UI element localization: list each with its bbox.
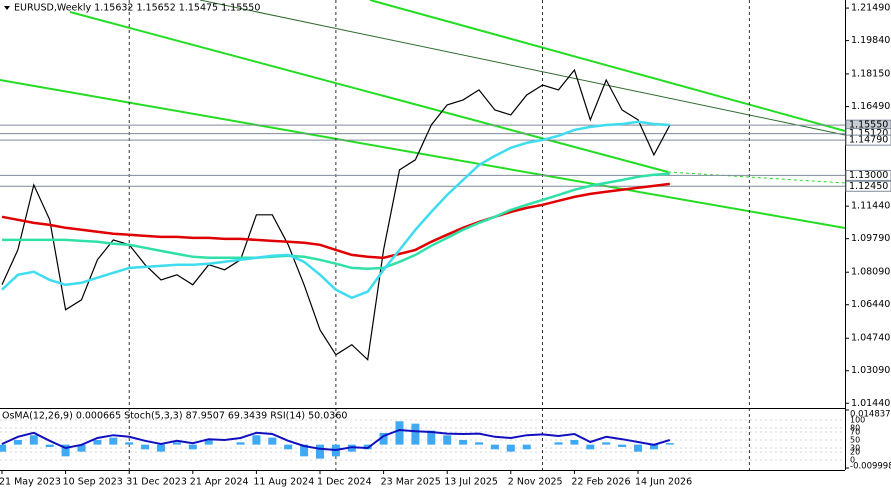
main-panel bbox=[0, 0, 845, 470]
y-tick-label: 1.19840 bbox=[851, 35, 890, 46]
osma-bar bbox=[554, 442, 563, 445]
y2-tick-label: 80 bbox=[850, 424, 860, 433]
y2-tick-label: 50 bbox=[850, 436, 860, 445]
y2-tick-label: 30 bbox=[850, 444, 860, 453]
symbol-marker bbox=[4, 6, 10, 10]
osma-bar bbox=[77, 444, 86, 452]
y-tick-label: 1.06440 bbox=[851, 299, 890, 310]
y-tick-label: 1.04740 bbox=[851, 333, 890, 344]
osma-bar bbox=[665, 443, 674, 445]
price-level-box bbox=[845, 134, 891, 146]
price-level-label: 1.14790 bbox=[849, 135, 888, 146]
y-tick-label: 1.18150 bbox=[851, 68, 890, 79]
x-tick-label: 21 May 2023 bbox=[0, 477, 61, 488]
series-line bbox=[1, 120, 670, 300]
series-line bbox=[1, 428, 671, 452]
y-tick-label: 1.16490 bbox=[851, 101, 890, 112]
price-level-label: 1.15550 bbox=[849, 120, 888, 131]
osma-bar bbox=[188, 444, 197, 450]
x-tick-label: 2 Nov 2025 bbox=[508, 477, 563, 488]
osma-bar bbox=[395, 421, 404, 445]
x-tick-label: 23 Mar 2025 bbox=[381, 477, 441, 488]
y-tick-label: 1.03090 bbox=[851, 365, 890, 376]
osma-bar bbox=[634, 444, 642, 452]
channel-line bbox=[69, 11, 669, 173]
osma-bar bbox=[522, 444, 531, 450]
osma-bar bbox=[252, 435, 261, 445]
osma-bar bbox=[586, 444, 595, 450]
y-tick-label: -0.0099985 bbox=[850, 462, 891, 472]
osma-bar bbox=[29, 435, 38, 445]
osma-bar bbox=[61, 444, 70, 457]
osma-bar bbox=[13, 439, 22, 445]
osma-bar bbox=[570, 439, 579, 445]
osma-bar bbox=[459, 439, 468, 445]
osma-bar bbox=[125, 442, 134, 445]
y-tick-label: 0.0148375 bbox=[850, 410, 891, 420]
y-tick-label: 1.01440 bbox=[851, 398, 890, 409]
x-tick-label: 10 Sep 2023 bbox=[63, 477, 123, 488]
osma-bar bbox=[475, 442, 483, 445]
indicator-title: OsMA(12,26,9) 0.000665 Stoch(5,3,3) 87.9… bbox=[2, 411, 347, 422]
price-level-label: 1.13000 bbox=[849, 170, 888, 181]
osma-bar bbox=[443, 435, 452, 445]
indicator-panel bbox=[0, 419, 845, 461]
osma-bar bbox=[506, 444, 515, 452]
channel-line bbox=[369, 0, 846, 132]
osma-bar bbox=[236, 442, 245, 445]
y2-tick-label: 20 bbox=[850, 448, 860, 457]
x-tick-label: 22 Feb 2026 bbox=[571, 477, 630, 488]
osma-bar bbox=[157, 444, 165, 452]
price-level-box bbox=[845, 169, 891, 181]
price-level-label: 1.12450 bbox=[849, 181, 888, 192]
trend-line bbox=[199, 0, 846, 136]
osma-bar bbox=[411, 423, 420, 445]
x-tick-label: 13 Jul 2025 bbox=[444, 477, 498, 488]
osma-bar bbox=[0, 444, 6, 452]
y-tick-label: 1.11440 bbox=[851, 201, 890, 212]
series-line bbox=[2, 172, 670, 271]
osma-bar bbox=[93, 439, 102, 445]
price-level-box bbox=[845, 180, 891, 192]
x-tick-label: 11 Aug 2024 bbox=[253, 477, 314, 488]
osma-bar bbox=[300, 444, 309, 457]
osma-bar bbox=[316, 444, 324, 459]
x-tick-label: 21 Apr 2024 bbox=[190, 477, 249, 488]
osma-bar bbox=[45, 444, 54, 447]
y2-tick-label: 0 bbox=[850, 456, 855, 465]
osma-bar bbox=[268, 437, 277, 445]
y-tick-label: 1.21490 bbox=[851, 3, 890, 14]
x-tick-label: 14 Jun 2026 bbox=[635, 477, 692, 488]
y-tick-label: 1.09790 bbox=[851, 233, 890, 244]
osma-bar bbox=[109, 437, 118, 445]
y2-tick-label: 100 bbox=[850, 416, 865, 425]
chart-title: EURUSD,Weekly 1.15632 1.15652 1.15475 1.… bbox=[14, 3, 260, 14]
osma-bar bbox=[141, 444, 150, 450]
y-tick-label: 1.08090 bbox=[851, 267, 890, 278]
channel-line bbox=[0, 79, 846, 229]
x-tick-label: 1 Dec 2024 bbox=[317, 477, 372, 488]
y2-tick-label: 70 bbox=[850, 428, 860, 437]
series-line bbox=[1, 68, 671, 361]
price-level-label: 1.15120 bbox=[849, 128, 888, 139]
osma-bar bbox=[602, 442, 611, 445]
osma-bar bbox=[427, 430, 436, 445]
osma-bar bbox=[204, 439, 213, 445]
osma-bar bbox=[618, 444, 627, 447]
osma-bar bbox=[649, 444, 658, 450]
osma-bar bbox=[379, 432, 388, 445]
x-tick-label: 31 Dec 2023 bbox=[126, 477, 187, 488]
series-line bbox=[1, 182, 670, 260]
osma-bar bbox=[172, 442, 181, 445]
osma-bar bbox=[490, 444, 499, 450]
osma-bar bbox=[284, 444, 293, 450]
